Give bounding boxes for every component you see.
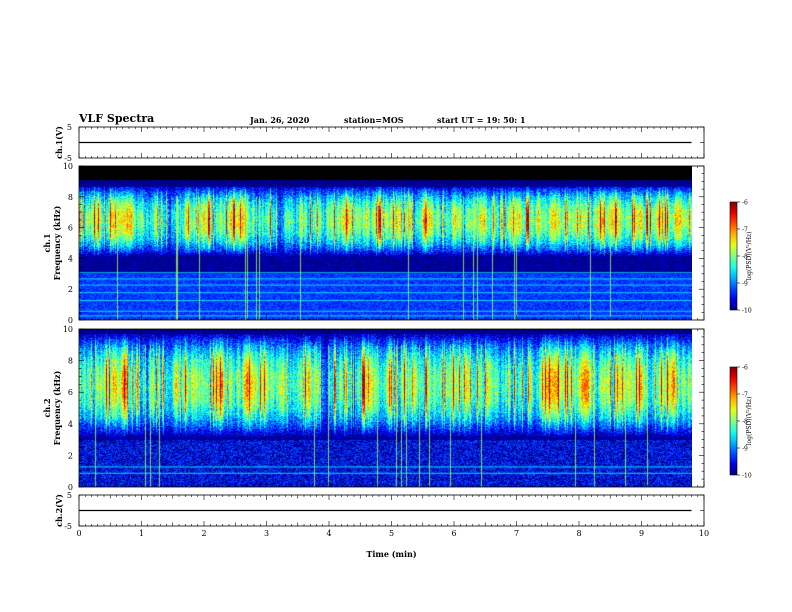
y-axis-label: Frequency (kHz) bbox=[52, 205, 62, 280]
y-tick-label: 10 bbox=[63, 325, 73, 334]
figure-title: VLF Spectra bbox=[79, 112, 155, 125]
x-tick-label: 9 bbox=[639, 529, 644, 538]
colorbar-tick-label: -6 bbox=[742, 365, 748, 372]
x-tick-label: 5 bbox=[389, 529, 394, 538]
colorbar-ch2 bbox=[729, 366, 738, 476]
x-tick-label: 1 bbox=[139, 529, 144, 538]
y-tick-label: 4 bbox=[68, 254, 73, 263]
x-tick-label: 8 bbox=[576, 529, 581, 538]
y-tick-label: 8 bbox=[68, 357, 73, 366]
colorbar-tick-label: -6 bbox=[742, 200, 748, 207]
y-tick-label: 5 bbox=[67, 123, 72, 132]
colorbar-tick-label: -10 bbox=[742, 308, 752, 315]
y-tick-label: 4 bbox=[68, 420, 73, 429]
colorbar-tick-label: -10 bbox=[742, 473, 752, 480]
start-ut-label: start UT = 19: 50: 1 bbox=[437, 115, 526, 125]
colorbar-tick-label: -9 bbox=[742, 446, 748, 453]
spectrogram-image-ch1 bbox=[79, 166, 692, 320]
colorbar-tick-label: -9 bbox=[742, 281, 748, 288]
y-axis-label: ch.1 bbox=[42, 233, 52, 252]
y-tick-label: -5 bbox=[64, 522, 72, 531]
x-tick-label: 6 bbox=[451, 529, 456, 538]
y-tick-label: 6 bbox=[68, 224, 73, 233]
y-tick-label: 2 bbox=[68, 451, 73, 460]
y-tick-label: 5 bbox=[67, 491, 72, 500]
x-tick-label: 0 bbox=[76, 529, 81, 538]
colorbar-ch1 bbox=[729, 201, 738, 311]
x-tick-label: 10 bbox=[699, 529, 709, 538]
x-axis-label: Time (min) bbox=[366, 549, 416, 559]
y-tick-label: 8 bbox=[68, 193, 73, 202]
y-tick-label: 2 bbox=[68, 285, 73, 294]
x-tick-label: 2 bbox=[201, 529, 206, 538]
y-tick-label: 0 bbox=[68, 316, 73, 325]
y-axis-label: ch.2 bbox=[42, 398, 52, 417]
y-axis-label: ch.2(V) bbox=[54, 494, 64, 527]
colorbar-tick-label: -8 bbox=[742, 419, 748, 426]
colorbar-label: log(PSD)(V²/Hz) bbox=[746, 232, 753, 281]
x-tick-label: 4 bbox=[326, 529, 331, 538]
station-label: station=MOS bbox=[344, 115, 404, 125]
colorbar-label: log(PSD)(V²/Hz) bbox=[746, 397, 753, 446]
x-tick-label: 7 bbox=[514, 529, 519, 538]
date-label: Jan. 26, 2020 bbox=[250, 115, 310, 125]
y-axis-label: ch.1(V) bbox=[54, 126, 64, 159]
y-tick-label: 10 bbox=[63, 162, 73, 171]
spectrogram-image-ch2 bbox=[79, 329, 692, 487]
colorbar-tick-label: -7 bbox=[742, 392, 748, 399]
y-axis-label: Frequency (kHz) bbox=[52, 370, 62, 445]
y-tick-label: 0 bbox=[68, 483, 73, 492]
x-tick-label: 3 bbox=[264, 529, 269, 538]
colorbar-tick-label: -8 bbox=[742, 254, 748, 261]
y-tick-label: -5 bbox=[64, 154, 72, 163]
y-tick-label: 6 bbox=[68, 388, 73, 397]
colorbar-tick-label: -7 bbox=[742, 227, 748, 234]
